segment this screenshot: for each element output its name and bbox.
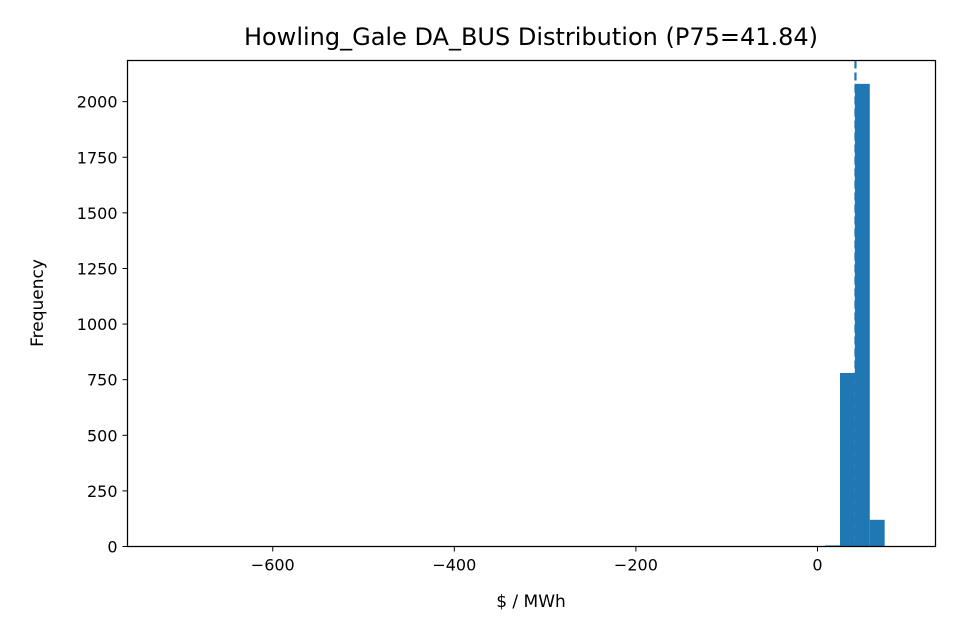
y-tick-label: 500 [87, 426, 118, 445]
y-axis-ticks: 0 250 500 750 1000 1250 1500 1750 2000 [77, 93, 128, 557]
x-tick-label: −400 [432, 556, 476, 575]
histogram-bar-1 [839, 373, 855, 547]
histogram-bars [825, 83, 885, 547]
y-axis-label: Frequency [28, 259, 48, 347]
y-tick-label: 0 [107, 538, 117, 557]
histogram-bar-3 [869, 519, 885, 547]
x-tick-label: 0 [812, 556, 822, 575]
y-tick-label: 1500 [77, 204, 118, 223]
x-axis-label: $ / MWh [496, 592, 566, 612]
y-tick-label: 1750 [77, 148, 118, 167]
x-tick-label: −200 [614, 556, 658, 575]
y-tick-label: 750 [87, 371, 118, 390]
y-tick-label: 1250 [77, 259, 118, 278]
histogram-bar-2 [854, 83, 870, 547]
plot-frame [126, 59, 937, 548]
y-tick-label: 250 [87, 482, 118, 501]
chart-title: Howling_Gale DA_BUS Distribution (P75=41… [244, 23, 818, 51]
x-tick-label: −600 [251, 556, 295, 575]
y-tick-label: 1000 [77, 315, 118, 334]
y-tick-label: 2000 [77, 93, 118, 112]
x-axis-ticks: −600 −400 −200 0 [251, 546, 823, 575]
